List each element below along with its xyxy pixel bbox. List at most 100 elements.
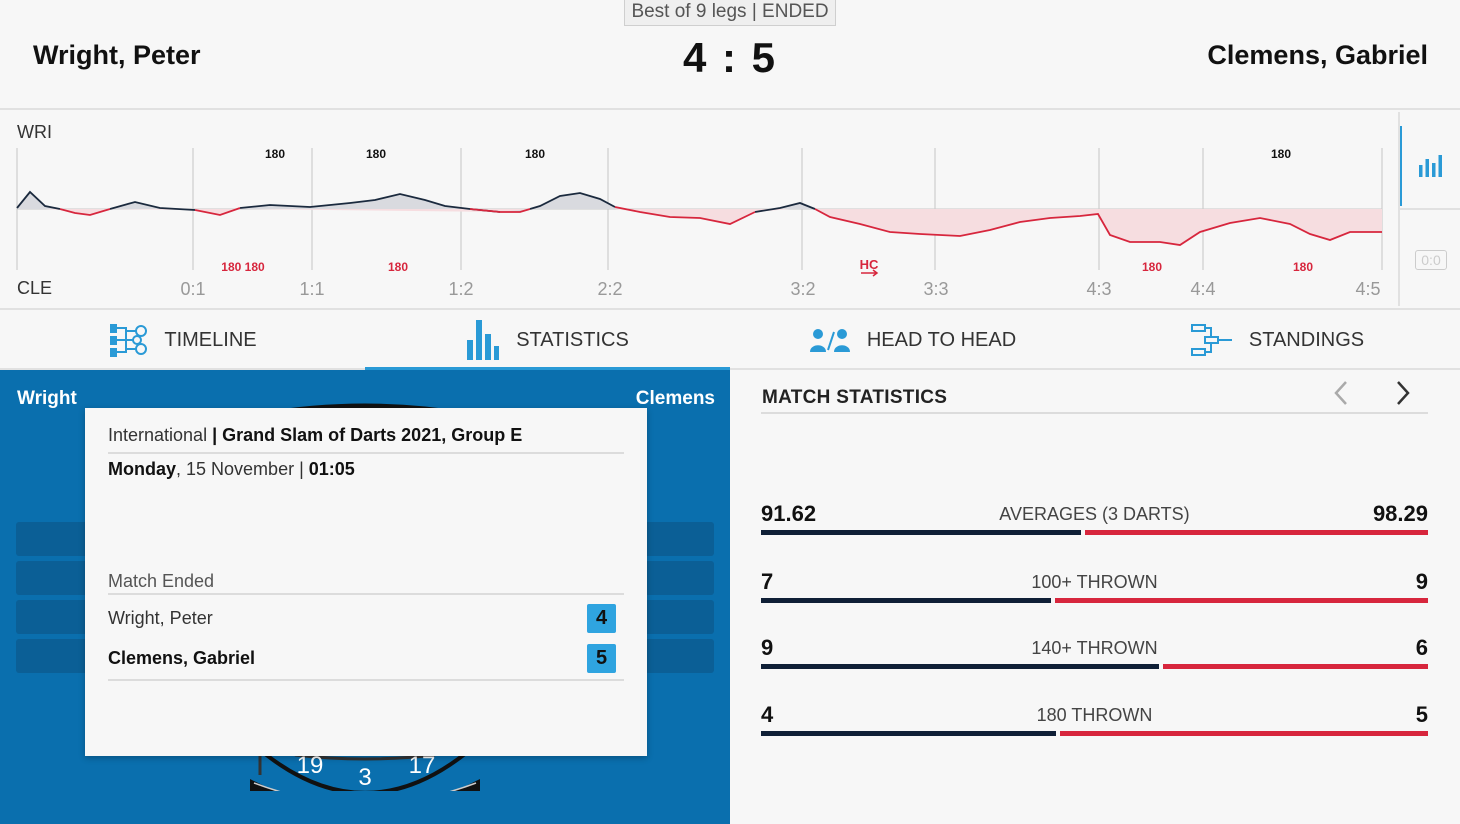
match-format-badge: Best of 9 legs | ENDED [624, 0, 836, 26]
result-row-away[interactable]: Clemens, Gabriel 5 [108, 644, 624, 673]
home-abbr-label: WRI [17, 122, 52, 142]
home-player-name[interactable]: Wright, Peter [33, 40, 201, 70]
board-row-bar [645, 561, 714, 595]
stat-home-bar [761, 664, 1159, 669]
match-statistics-title: MATCH STATISTICS [762, 387, 948, 408]
home-180-marker: 180 [265, 147, 285, 161]
chart-view-toggle[interactable] [1400, 126, 1460, 206]
leg-score: 2:2 [597, 279, 622, 299]
tab-standings-label: STANDINGS [1248, 328, 1365, 351]
away-player-name[interactable]: Clemens, Gabriel [1207, 40, 1428, 70]
tab-bar: TIMELINE STATISTICS HEAD TO HEAD [0, 308, 1460, 372]
bar-chart-icon [1419, 155, 1442, 177]
next-stats-button[interactable] [1395, 380, 1417, 408]
high-checkout-label: HC [860, 257, 879, 272]
match-header: Best of 9 legs | ENDED Wright, Peter 4 :… [0, 0, 1460, 110]
zero-score-toggle[interactable]: 0:0 [1415, 250, 1447, 270]
result-away-name: Clemens, Gabriel [108, 648, 256, 668]
tournament-name[interactable]: Grand Slam of Darts 2021, Group E [222, 425, 523, 445]
home-momentum-line [16, 190, 816, 213]
divider [108, 452, 624, 454]
tab-timeline[interactable]: TIMELINE [0, 310, 365, 370]
tab-head-to-head[interactable]: HEAD TO HEAD [730, 310, 1095, 370]
bar-chart-icon [467, 320, 500, 360]
stat-row-averages: 91.62 AVERAGES (3 DARTS) 98.29 [761, 501, 1428, 541]
timeline-side-panel: 0:0 [1398, 112, 1460, 306]
tab-statistics-label: STATISTICS [516, 328, 629, 351]
leg-score: 4:5 [1355, 279, 1380, 299]
home-180-marker: 180 [366, 147, 386, 161]
stat-away-bar [1055, 598, 1428, 603]
away-momentum-area [17, 209, 1382, 245]
board-row-bar [16, 522, 88, 556]
date-label: , 15 November | [176, 459, 309, 479]
standings-icon [1190, 324, 1232, 356]
match-info-panel: Wright Clemens 19 3 17 International | G… [0, 370, 730, 824]
board-row-bar [16, 561, 88, 595]
high-checkout-marker: HC [860, 257, 879, 277]
start-time: 01:05 [308, 459, 355, 479]
board-row-bar [16, 639, 88, 673]
leg-score-labels: 0:1 1:1 1:2 2:2 3:2 3:3 4:3 4:4 4:5 [180, 279, 1380, 299]
away-short-name: Clemens [635, 388, 715, 409]
home-180-marker: 180 [525, 147, 545, 161]
away-180-marker: 180 180 [221, 260, 265, 274]
stat-home-value: 91.62 [761, 501, 817, 526]
head-to-head-icon [809, 329, 850, 352]
stat-home-bar [761, 598, 1051, 603]
away-momentum-line [59, 206, 1382, 246]
chevron-right-icon [1397, 381, 1410, 405]
board-number: 3 [358, 764, 371, 791]
leg-score: 1:2 [448, 279, 473, 299]
board-row-bar [645, 600, 714, 634]
leg-score: 4:4 [1190, 279, 1215, 299]
board-row-bar [16, 600, 88, 634]
leg-score: 4:3 [1086, 279, 1111, 299]
side-divider [1400, 208, 1460, 210]
stat-label: 100+ THROWN [1031, 572, 1158, 592]
home-180-markers: 180 180 180 180 [265, 147, 1291, 161]
stat-label: 140+ THROWN [1031, 638, 1158, 658]
timeline-icon [110, 324, 148, 357]
category-label: International [108, 425, 208, 445]
stat-home-value: 4 [761, 702, 774, 727]
stat-away-value: 5 [1415, 702, 1428, 727]
tab-head-to-head-label: HEAD TO HEAD [866, 328, 1017, 351]
stat-away-bar [1085, 530, 1428, 535]
result-row-home[interactable]: Wright, Peter 4 [108, 604, 624, 633]
stat-label: AVERAGES (3 DARTS) [999, 504, 1190, 524]
stat-label: 180 THROWN [1036, 705, 1153, 725]
result-home-name: Wright, Peter [108, 608, 213, 628]
divider [108, 679, 624, 681]
stat-home-value: 9 [761, 635, 774, 660]
leg-score: 1:1 [299, 279, 324, 299]
board-row-bar [645, 639, 714, 673]
stat-away-bar [1163, 664, 1428, 669]
leg-score: 0:1 [180, 279, 205, 299]
stat-away-value: 98.29 [1372, 501, 1428, 526]
stat-away-value: 6 [1415, 635, 1428, 660]
leg-score: 3:3 [923, 279, 948, 299]
stat-home-bar [761, 530, 1081, 535]
weekday-label: Monday [108, 459, 177, 479]
divider [108, 593, 624, 595]
divider [761, 412, 1428, 414]
previous-stats-button[interactable] [1333, 380, 1355, 408]
result-home-score: 4 [587, 604, 616, 633]
momentum-timeline-chart: WRI CLE 0:1 1:1 1:2 2:2 3:2 3:3 4:3 4:4 … [16, 122, 1383, 299]
home-short-name: Wright [17, 388, 77, 409]
separator: | [207, 425, 223, 445]
stat-row-140-plus: 9 140+ THROWN 6 [761, 635, 1428, 675]
match-score: 4 : 5 [682, 34, 778, 81]
away-180-marker: 180 [388, 260, 408, 274]
tab-timeline-label: TIMELINE [164, 328, 257, 351]
away-180-marker: 180 [1293, 260, 1313, 274]
away-180-markers: 180 180 180 180 180 [221, 260, 1313, 274]
tab-standings[interactable]: STANDINGS [1095, 310, 1460, 370]
board-number: 19 [297, 752, 324, 779]
checkout-arrow-icon [861, 269, 879, 277]
result-away-score: 5 [587, 644, 616, 673]
board-number: 17 [409, 752, 436, 779]
tab-statistics[interactable]: STATISTICS [365, 310, 730, 372]
tournament-line: International | Grand Slam of Darts 2021… [108, 425, 624, 446]
